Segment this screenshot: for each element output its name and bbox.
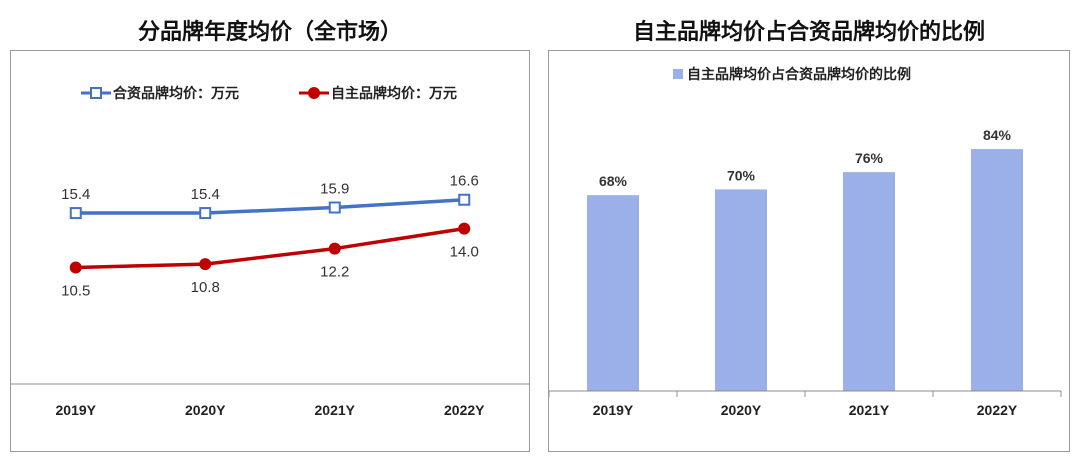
data-label: 76% — [855, 150, 884, 166]
data-label: 70% — [727, 167, 756, 183]
data-label: 15.4 — [191, 186, 220, 203]
x-tick-label: 2021Y — [315, 402, 356, 418]
bar-chart: 自主品牌均价占合资品牌均价的比例 68% 70% 76% 84% 2019Y 2020Y 20… — [549, 66, 1062, 418]
data-label: 68% — [599, 173, 628, 189]
data-point — [199, 258, 212, 271]
line-chart-panel: 2019Y 2020Y 2021Y 2022Y 合资品牌均价：万元 自主品牌均价：万元 15… — [10, 50, 530, 452]
bar-chart-panel: 自主品牌均价占合资品牌均价的比例 68% 70% 76% 84% 2019Y 2020Y 20… — [548, 50, 1070, 452]
data-point — [458, 222, 471, 235]
legend-label: 自主品牌均价占合资品牌均价的比例 — [687, 66, 911, 82]
line-series-1 — [75, 197, 465, 215]
data-point — [199, 207, 212, 220]
data-label: 10.5 — [61, 282, 90, 299]
data-point — [328, 242, 341, 255]
data-point — [328, 201, 341, 214]
bar — [587, 195, 639, 391]
x-tick-label: 2022Y — [444, 402, 485, 418]
x-tick-label: 2019Y — [56, 402, 97, 418]
data-point — [458, 193, 471, 206]
data-label: 12.2 — [320, 264, 349, 281]
data-label: 15.4 — [61, 186, 90, 203]
bar — [715, 189, 767, 391]
right-chart-title: 自主品牌均价占合资品牌均价的比例 — [548, 16, 1070, 52]
legend-item-1: 合资品牌均价：万元 — [81, 85, 239, 101]
legend-label: 自主品牌均价：万元 — [331, 85, 457, 101]
bar — [971, 149, 1023, 391]
x-tick-label: 2020Y — [721, 402, 762, 418]
x-tick-label: 2021Y — [849, 402, 890, 418]
x-tick-label: 2019Y — [593, 402, 634, 418]
legend-label: 合资品牌均价：万元 — [113, 85, 239, 101]
line-chart: 2019Y 2020Y 2021Y 2022Y 合资品牌均价：万元 自主品牌均价：万元 15… — [11, 85, 529, 418]
bar — [843, 172, 895, 391]
legend-marker — [90, 87, 102, 99]
legend-item-1: 自主品牌均价占合资品牌均价的比例 — [673, 66, 911, 82]
line-series-2 — [75, 226, 465, 270]
legend-marker — [308, 87, 320, 99]
data-label: 84% — [983, 127, 1012, 143]
data-point — [69, 207, 82, 220]
data-label: 14.0 — [450, 244, 479, 261]
left-chart-title: 分品牌年度均价（全市场） — [10, 16, 530, 52]
data-label: 15.9 — [320, 181, 349, 198]
data-label: 16.6 — [450, 173, 479, 190]
legend-swatch — [673, 69, 683, 79]
data-point — [69, 261, 82, 274]
data-label: 10.8 — [191, 279, 220, 296]
x-tick-label: 2022Y — [977, 402, 1018, 418]
x-tick-label: 2020Y — [185, 402, 226, 418]
legend-item-2: 自主品牌均价：万元 — [299, 85, 457, 101]
